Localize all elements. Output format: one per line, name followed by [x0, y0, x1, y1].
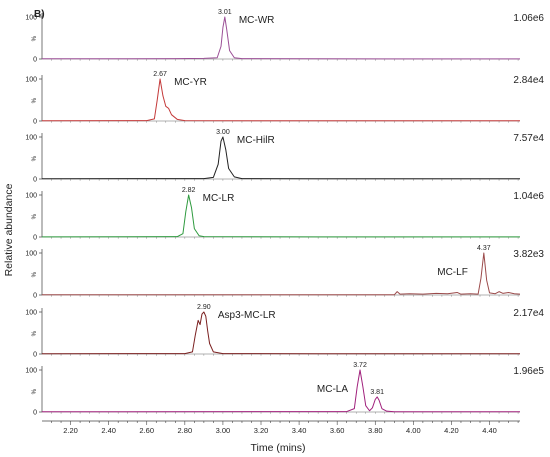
compound-label: MC-YR — [174, 77, 207, 88]
peak-label: 3.01 — [218, 9, 232, 16]
panel-mc-hilr: 0 100% 3.00 MC-HilR 7.57e4 — [25, 129, 544, 184]
scale-label: 1.96e5 — [513, 366, 544, 377]
y-tick-label: 0 — [33, 410, 37, 417]
compound-label: MC-LF — [437, 267, 468, 278]
y-tick-label: 0 — [33, 119, 37, 126]
y-unit-label: % — [32, 213, 38, 219]
chart-panels: 0 100% 3.01 MC-WR 1.06e6 0 100% 2.67 MC-YR 2.84e4… — [25, 9, 544, 435]
x-tick-label: 2.60 — [139, 426, 154, 435]
compound-label: MC-LA — [317, 384, 348, 395]
x-tick-label: 4.40 — [482, 426, 497, 435]
y-unit-label: % — [32, 330, 38, 336]
y-unit-label: % — [32, 271, 38, 277]
peak-label: 4.37 — [477, 245, 491, 252]
y-tick-label: 100 — [25, 135, 37, 142]
series-line — [41, 78, 520, 122]
y-axis-title: Relative abundance — [3, 183, 15, 276]
series-line — [41, 136, 520, 180]
x-tick-label: 3.40 — [292, 426, 307, 435]
peak-label: 3.72 — [353, 362, 367, 369]
y-tick-label: 100 — [25, 368, 37, 375]
y-tick-label: 100 — [25, 15, 37, 22]
compound-label: Asp3-MC-LR — [218, 310, 276, 321]
x-tick-label: 2.40 — [101, 426, 116, 435]
panel-mc-yr: 0 100% 2.67 MC-YR 2.84e4 — [25, 71, 544, 126]
y-unit-label: % — [32, 388, 38, 394]
y-tick-label: 0 — [33, 177, 37, 184]
peak-label: 2.67 — [153, 71, 167, 78]
peak-label: 3.00 — [216, 129, 230, 136]
peak-label: 2.90 — [197, 304, 211, 311]
scale-label: 2.84e4 — [513, 75, 544, 86]
y-tick-label: 0 — [33, 352, 37, 359]
x-tick-label: 2.80 — [178, 426, 193, 435]
x-axis: 2.20 2.40 2.60 2.80 3.00 3.20 3.40 3.60 3.80 4.00… — [42, 420, 520, 435]
x-tick-label: 2.20 — [63, 426, 78, 435]
compound-label: MC-LR — [203, 193, 235, 204]
x-axis-title: Time (mins) — [250, 442, 305, 454]
compound-label: MC-HilR — [237, 135, 275, 146]
y-tick-label: 0 — [33, 235, 37, 242]
scale-label: 1.06e6 — [513, 13, 544, 24]
y-tick-label: 100 — [25, 77, 37, 84]
scale-label: 7.57e4 — [513, 133, 544, 144]
y-unit-label: % — [32, 97, 38, 103]
series-line — [41, 194, 520, 238]
scale-label: 2.17e4 — [513, 308, 544, 319]
panel-mc-lr: 0 100% 2.82 MC-LR 1.04e6 — [25, 187, 544, 242]
y-tick-label: 100 — [25, 193, 37, 200]
scale-label: 3.82e3 — [513, 249, 544, 260]
x-tick-label: 3.20 — [254, 426, 269, 435]
scale-label: 1.04e6 — [513, 191, 544, 202]
panel-mc-wr: 0 100% 3.01 MC-WR 1.06e6 — [25, 9, 544, 64]
compound-label: MC-WR — [239, 15, 275, 26]
series-line — [41, 369, 520, 413]
panel-mc-la: 0 100% 3.72 3.81 MC-LA 1.96e5 — [25, 362, 544, 417]
peak-label: 2.82 — [182, 187, 196, 194]
x-tick-label: 4.20 — [444, 426, 459, 435]
panel-label: B) — [34, 9, 45, 20]
y-unit-label: % — [32, 35, 38, 41]
x-tick-label: 3.60 — [330, 426, 345, 435]
x-tick-label: 4.00 — [406, 426, 421, 435]
x-tick-label: 3.00 — [216, 426, 231, 435]
series-line — [42, 252, 521, 296]
y-tick-label: 0 — [33, 293, 37, 300]
series-line — [42, 16, 521, 60]
y-tick-label: 100 — [25, 251, 37, 258]
y-tick-label: 0 — [33, 57, 37, 64]
panel-asp3-mc-lr: 0 100% 2.90 Asp3-MC-LR 2.17e4 — [25, 304, 544, 359]
panel-mc-lf: 0 100% 4.37 MC-LF 3.82e3 — [25, 245, 544, 300]
series-line — [41, 311, 520, 355]
x-tick-label: 3.80 — [368, 426, 383, 435]
y-unit-label: % — [32, 155, 38, 161]
peak-label: 3.81 — [370, 389, 384, 396]
y-tick-label: 100 — [25, 310, 37, 317]
